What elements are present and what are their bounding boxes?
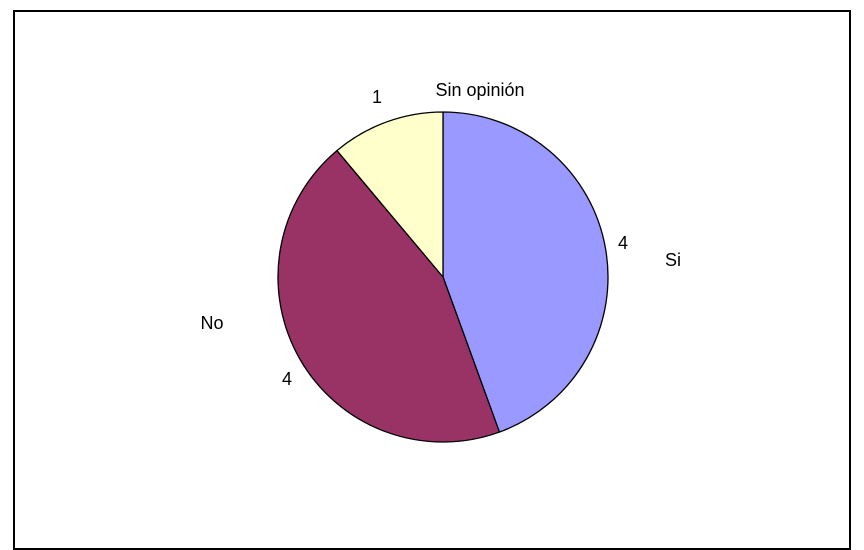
pie-slice-si — [442, 111, 609, 433]
pie-slices — [277, 111, 609, 443]
value-label-sin-opinión: 1 — [372, 87, 382, 107]
value-label-no: 4 — [282, 369, 292, 389]
pie-slice-sin-opinión — [336, 111, 444, 278]
pie-slice-no — [277, 149, 501, 443]
pie-labels: Si 4 No 4 Sin opinión 1 — [200, 80, 681, 389]
category-label-si: Si — [665, 250, 681, 270]
value-label-si: 4 — [618, 233, 628, 253]
category-label-sin-opinión: Sin opinión — [435, 80, 524, 100]
category-label-no: No — [200, 313, 223, 333]
